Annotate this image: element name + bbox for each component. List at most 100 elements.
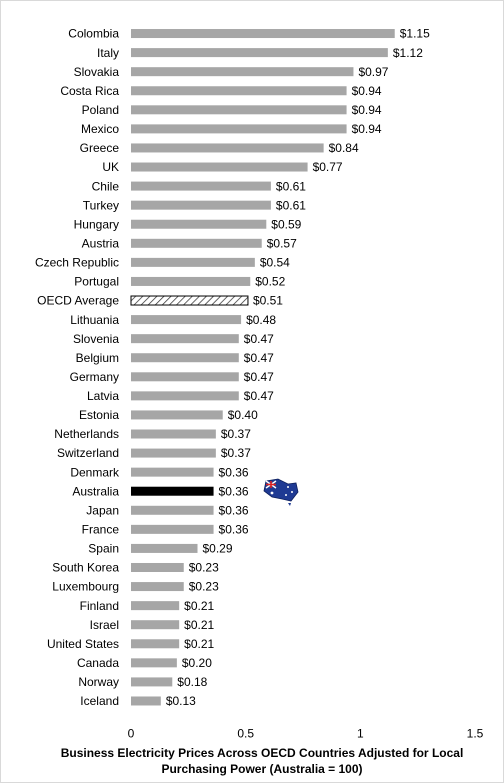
y-tick-label: Norway (78, 675, 119, 689)
y-tick-label: South Korea (52, 561, 119, 575)
y-tick-label: Austria (82, 236, 120, 250)
y-tick-label: Latvia (87, 389, 119, 403)
bar (131, 562, 184, 572)
y-tick-label: Estonia (79, 408, 119, 422)
value-label: $0.57 (267, 236, 297, 250)
bar (131, 467, 214, 477)
y-tick-label: Slovenia (73, 332, 119, 346)
bar (131, 410, 223, 420)
value-label: $0.61 (276, 198, 306, 212)
y-tick-label: Israel (90, 618, 119, 632)
bar (131, 601, 180, 611)
value-label: $0.23 (189, 580, 219, 594)
value-label: $0.13 (166, 694, 196, 708)
value-label: $0.36 (219, 523, 249, 537)
value-label: $0.29 (203, 542, 233, 556)
x-tick-label: 0 (128, 727, 135, 741)
y-tick-label: Switzerland (57, 446, 119, 460)
value-label: $0.47 (244, 389, 274, 403)
bar (131, 181, 271, 191)
y-tick-label: Netherlands (54, 427, 119, 441)
bar (131, 29, 395, 39)
bar (131, 582, 184, 592)
bar (131, 48, 388, 58)
value-label: $0.97 (358, 65, 388, 79)
y-tick-label: Chile (92, 179, 120, 193)
value-label: $0.40 (228, 408, 258, 422)
bar (131, 505, 214, 515)
y-tick-label: Italy (97, 46, 119, 60)
bar (131, 143, 324, 153)
bar (131, 391, 239, 401)
value-label: $0.48 (246, 313, 276, 327)
y-tick-label: Costa Rica (60, 84, 119, 98)
value-label: $0.94 (352, 122, 382, 136)
y-tick-label: Iceland (80, 694, 119, 708)
bar (131, 543, 198, 553)
bar (131, 334, 239, 344)
y-tick-label: OECD Average (37, 294, 119, 308)
bar (131, 639, 180, 649)
bar (131, 105, 347, 115)
value-label: $0.52 (255, 275, 285, 289)
value-label: $1.15 (400, 27, 430, 41)
y-tick-label: Denmark (70, 465, 120, 479)
value-label: $0.21 (184, 637, 214, 651)
y-tick-label: Luxembourg (52, 580, 119, 594)
bar (131, 257, 255, 267)
bar (131, 677, 173, 687)
y-tick-label: Portugal (74, 275, 119, 289)
australia-flag (263, 478, 299, 506)
chart-title: Business Electricity Prices Across OECD … (60, 746, 464, 776)
value-label: $0.36 (219, 484, 249, 498)
y-tick-label: Greece (80, 141, 120, 155)
bar (131, 200, 271, 210)
value-label: $0.21 (184, 599, 214, 613)
bar (131, 486, 214, 496)
y-tick-label: United States (47, 637, 119, 651)
bar (131, 315, 242, 325)
y-tick-label: Colombia (68, 27, 119, 41)
y-tick-label: France (82, 523, 120, 537)
y-tick-label: Slovakia (74, 65, 120, 79)
value-label: $0.94 (352, 103, 382, 117)
bar (130, 295, 249, 306)
value-label: $0.36 (219, 465, 249, 479)
value-label: $0.47 (244, 351, 274, 365)
y-tick-label: Hungary (74, 217, 119, 231)
bar (131, 86, 347, 96)
bar (131, 696, 161, 706)
y-tick-label: Spain (88, 542, 119, 556)
y-tick-label: Germany (70, 370, 119, 384)
x-tick-label: 1 (357, 727, 364, 741)
y-tick-label: Australia (72, 484, 119, 498)
bar (131, 658, 177, 668)
x-tick-label: 1.5 (467, 727, 484, 741)
bar (131, 620, 180, 630)
bar (131, 162, 308, 172)
bar (131, 276, 251, 286)
value-label: $0.37 (221, 446, 251, 460)
value-label: $0.21 (184, 618, 214, 632)
value-label: $0.51 (253, 294, 283, 308)
value-label: $0.59 (271, 217, 301, 231)
value-label: $0.47 (244, 370, 274, 384)
bar (131, 124, 347, 134)
x-tick-label: 0.5 (237, 727, 254, 741)
y-tick-label: UK (102, 160, 119, 174)
y-tick-label: Finland (80, 599, 119, 613)
value-label: $1.12 (393, 46, 423, 60)
value-label: $0.47 (244, 332, 274, 346)
bar (131, 67, 354, 77)
y-tick-label: Poland (82, 103, 119, 117)
bar (131, 353, 239, 363)
bar (131, 238, 262, 248)
value-label: $0.37 (221, 427, 251, 441)
value-label: $0.20 (182, 656, 212, 670)
y-tick-label: Canada (77, 656, 119, 670)
bar (131, 219, 267, 229)
value-label: $0.84 (329, 141, 359, 155)
bar (131, 372, 239, 382)
